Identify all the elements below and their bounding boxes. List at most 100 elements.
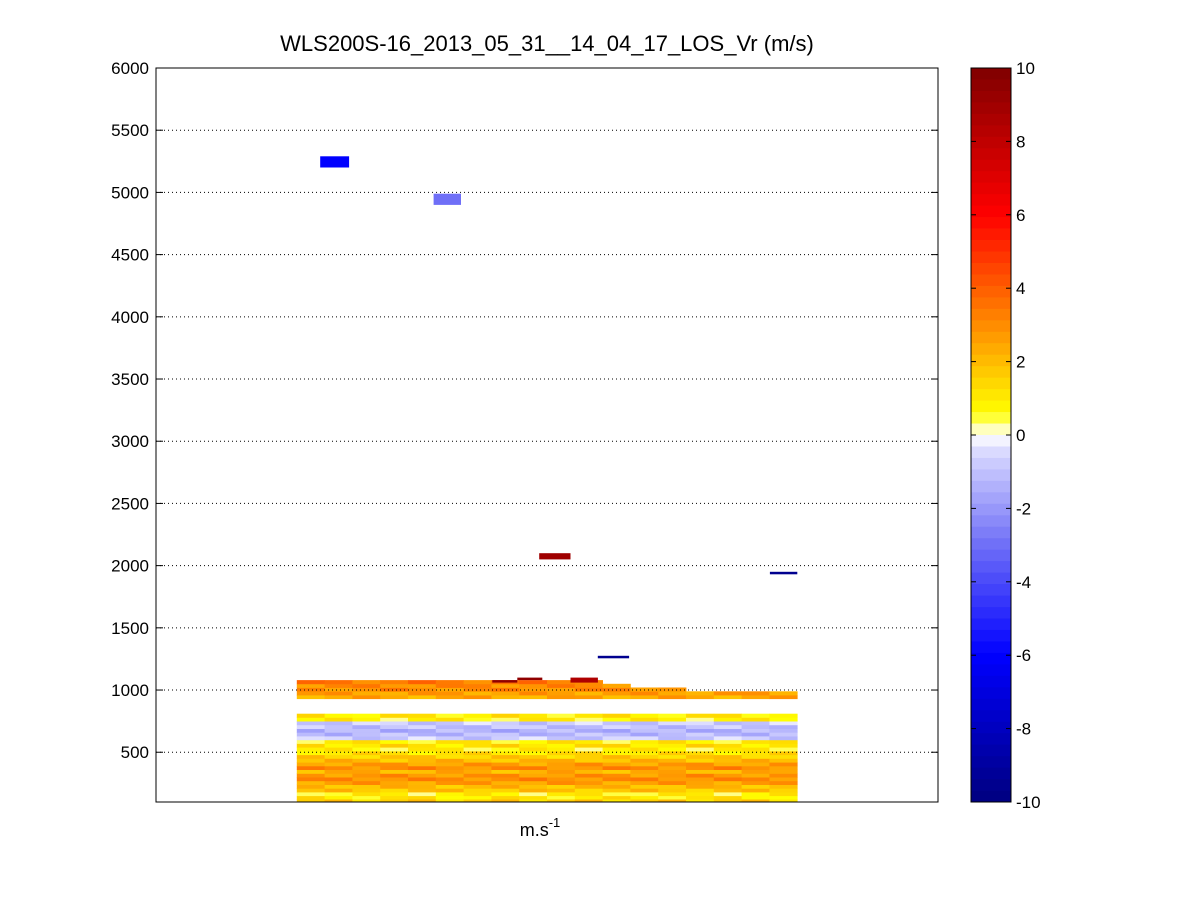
heatmap-cell [491,780,520,785]
heatmap-cell [408,780,437,785]
heatmap-cell [324,721,353,726]
heatmap-cell [408,777,437,782]
heatmap-cell [547,799,576,802]
heatmap-cell [519,777,548,782]
colorbar-swatch [971,194,1011,207]
isolated-cell [320,156,350,168]
heatmap-cell [658,795,687,800]
heatmap-cell [658,788,687,793]
heatmap-cell [296,732,325,737]
heatmap-cell [408,721,437,726]
heatmap-cell [769,728,798,733]
heatmap-cell [491,777,520,782]
heatmap-cell [686,799,715,802]
heatmap-cell [463,724,492,729]
heatmap-cell [602,784,631,789]
heatmap-cell [547,751,576,756]
y-tick-label: 5000 [111,183,149,202]
colorbar-swatch [971,572,1011,585]
heatmap-cell [296,739,325,744]
colorbar-swatch [971,641,1011,654]
heatmap-cell [380,739,409,744]
heatmap-cell [408,739,437,744]
heatmap-cell [686,765,715,770]
heatmap-cell [380,762,409,767]
heatmap-cell [324,758,353,763]
heatmap-cell [408,695,437,700]
heatmap-cell [491,751,520,756]
heatmap-cell [658,732,687,737]
heatmap-cell [352,739,381,744]
heatmap-cell [324,762,353,767]
heatmap-cell [491,739,520,744]
heatmap-cell [324,680,353,685]
heatmap-cell [686,792,715,797]
heatmap-cell [602,721,631,726]
heatmap-cell [630,773,659,778]
heatmap-cell [435,747,464,752]
heatmap-cell [547,683,576,688]
heatmap-cell [463,739,492,744]
heatmap-cell [769,777,798,782]
heatmap-cell [658,736,687,741]
heatmap-cell [380,728,409,733]
heatmap-cell [519,795,548,800]
heatmap-cell [519,732,548,737]
heatmap-cell [324,736,353,741]
colorbar-tick-label: -10 [1016,793,1041,812]
heatmap-cell [519,724,548,729]
heatmap-cell [769,780,798,785]
heatmap-cell [574,717,603,722]
heatmap-cell [463,780,492,785]
heatmap-cell [602,799,631,802]
heatmap-cell [408,784,437,789]
heatmap-cell [741,799,770,802]
colorbar-swatch [971,148,1011,161]
heatmap-cell [658,743,687,748]
heatmap-cell [491,792,520,797]
heatmap-cell [491,732,520,737]
heatmap-cell [686,721,715,726]
heatmap-cell [630,765,659,770]
heatmap-cell [547,784,576,789]
heatmap-cell [435,721,464,726]
heatmap-cell [296,788,325,793]
heatmap-cell [380,743,409,748]
heatmap-cell [463,728,492,733]
heatmap-cell [658,747,687,752]
heatmap-cell [352,788,381,793]
heatmap-cell [519,765,548,770]
heatmap-cell [463,717,492,722]
heatmap-cell [296,691,325,696]
heatmap-cell [408,788,437,793]
heatmap-cell [408,751,437,756]
heatmap-cell [491,691,520,696]
colorbar-swatch [971,389,1011,401]
heatmap-cell [408,691,437,696]
heatmap-cell [741,795,770,800]
colorbar-swatch [971,652,1011,665]
heatmap-cell [519,758,548,763]
heatmap-cell [574,795,603,800]
heatmap-cell [352,683,381,688]
heatmap-cell [630,736,659,741]
heatmap-cell [658,724,687,729]
heatmap-cell [435,758,464,763]
heatmap-cell [519,754,548,759]
colorbar-swatch [971,217,1011,229]
heatmap-cell [519,762,548,767]
heatmap-cell [741,784,770,789]
colorbar-swatch [971,171,1011,184]
heatmap-cell [547,765,576,770]
heatmap-cell [630,758,659,763]
heatmap-cell [686,728,715,733]
heatmap-cell [463,743,492,748]
colorbar-swatch [971,629,1011,642]
heatmap-cell [713,784,742,789]
plot-frame [155,67,939,803]
heatmap-cell [658,728,687,733]
heatmap-cell [296,795,325,800]
colorbar-swatch [971,159,1011,172]
heatmap-cell [713,788,742,793]
heatmap-cell [463,762,492,767]
